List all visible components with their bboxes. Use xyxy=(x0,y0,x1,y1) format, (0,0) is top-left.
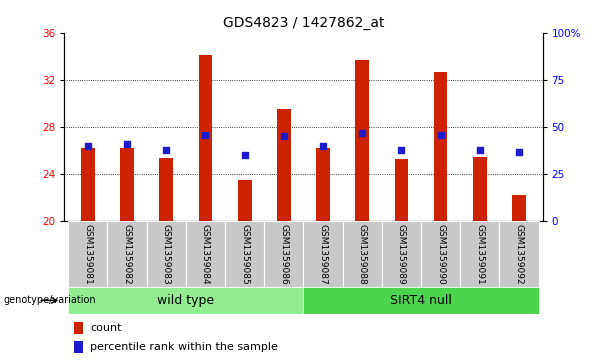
Bar xyxy=(74,340,83,353)
Bar xyxy=(382,221,421,287)
Bar xyxy=(147,221,186,287)
Text: GSM1359086: GSM1359086 xyxy=(280,224,288,285)
Title: GDS4823 / 1427862_at: GDS4823 / 1427862_at xyxy=(223,16,384,30)
Point xyxy=(397,147,406,152)
Point xyxy=(240,152,249,158)
Text: GSM1359081: GSM1359081 xyxy=(83,224,93,285)
Bar xyxy=(159,158,173,221)
Point xyxy=(436,132,446,138)
Bar xyxy=(395,159,408,221)
Text: GSM1359092: GSM1359092 xyxy=(514,224,524,285)
Bar xyxy=(238,180,251,221)
Point xyxy=(475,147,485,152)
Text: GSM1359088: GSM1359088 xyxy=(358,224,367,285)
Bar xyxy=(74,322,83,334)
Text: GSM1359085: GSM1359085 xyxy=(240,224,249,285)
Point xyxy=(122,141,132,147)
Text: GSM1359083: GSM1359083 xyxy=(162,224,171,285)
Point xyxy=(83,143,93,149)
Bar xyxy=(343,221,382,287)
Text: count: count xyxy=(90,323,122,333)
Point xyxy=(357,130,367,136)
Bar xyxy=(277,109,291,221)
Text: GSM1359082: GSM1359082 xyxy=(123,224,132,285)
Point xyxy=(200,132,210,138)
Bar xyxy=(421,221,460,287)
Text: GSM1359090: GSM1359090 xyxy=(436,224,445,285)
Bar xyxy=(434,72,447,221)
Bar xyxy=(107,221,147,287)
Bar xyxy=(303,221,343,287)
Point xyxy=(318,143,328,149)
Text: percentile rank within the sample: percentile rank within the sample xyxy=(90,342,278,352)
Bar xyxy=(500,221,539,287)
Text: GSM1359089: GSM1359089 xyxy=(397,224,406,285)
Bar xyxy=(225,221,264,287)
Bar xyxy=(512,195,526,221)
Bar xyxy=(81,148,95,221)
Bar xyxy=(460,221,500,287)
Bar xyxy=(186,221,225,287)
Bar xyxy=(264,221,303,287)
Point xyxy=(279,132,289,138)
Text: wild type: wild type xyxy=(158,294,215,307)
Point xyxy=(161,147,171,152)
Point xyxy=(514,149,524,155)
Text: GSM1359084: GSM1359084 xyxy=(201,224,210,285)
Bar xyxy=(68,287,303,314)
Bar xyxy=(68,221,107,287)
Text: genotype/variation: genotype/variation xyxy=(3,295,96,305)
Bar xyxy=(199,55,212,221)
Text: GSM1359087: GSM1359087 xyxy=(319,224,327,285)
Bar xyxy=(303,287,539,314)
Text: GSM1359091: GSM1359091 xyxy=(475,224,484,285)
Bar xyxy=(473,156,487,221)
Bar xyxy=(120,148,134,221)
Text: SIRT4 null: SIRT4 null xyxy=(390,294,452,307)
Bar xyxy=(356,60,369,221)
Bar xyxy=(316,148,330,221)
